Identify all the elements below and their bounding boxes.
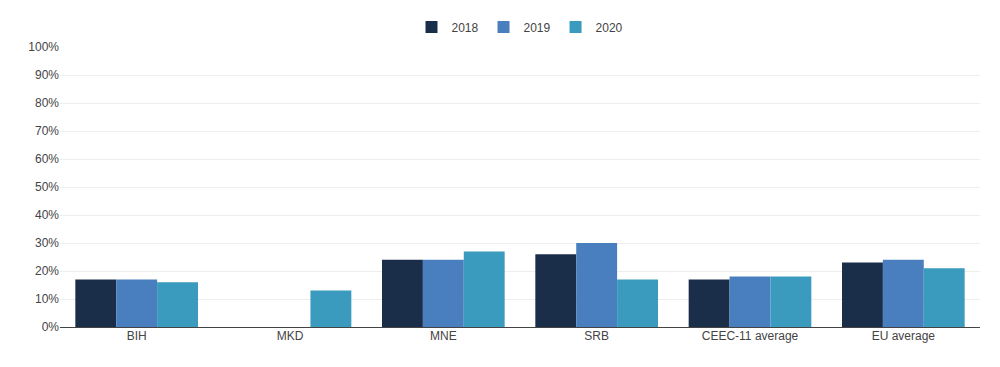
svg-text:MNE: MNE	[430, 329, 457, 343]
svg-text:BIH: BIH	[127, 329, 147, 343]
svg-text:100%: 100%	[28, 40, 59, 54]
svg-text:90%: 90%	[35, 68, 59, 82]
svg-text:0%: 0%	[42, 320, 60, 334]
svg-text:CEEC-11 average: CEEC-11 average	[702, 329, 799, 343]
svg-text:2018: 2018	[452, 21, 479, 35]
svg-text:20%: 20%	[35, 264, 59, 278]
svg-text:70%: 70%	[35, 124, 59, 138]
svg-text:30%: 30%	[35, 236, 59, 250]
svg-text:60%: 60%	[35, 152, 59, 166]
svg-text:EU average: EU average	[872, 329, 936, 343]
svg-text:SRB: SRB	[584, 329, 609, 343]
svg-text:50%: 50%	[35, 180, 59, 194]
svg-text:MKD: MKD	[277, 329, 304, 343]
svg-text:2019: 2019	[524, 21, 551, 35]
svg-text:10%: 10%	[35, 292, 59, 306]
svg-text:2020: 2020	[596, 21, 623, 35]
svg-text:80%: 80%	[35, 96, 59, 110]
svg-text:40%: 40%	[35, 208, 59, 222]
